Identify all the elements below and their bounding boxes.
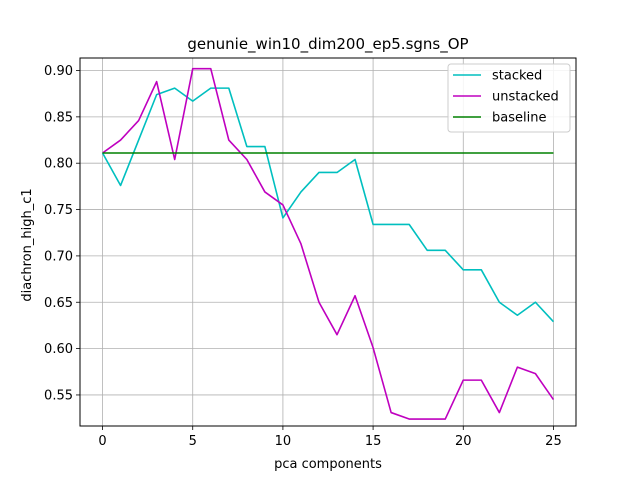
ticks-layer: 0 5 10 15 20 25 0.55 0.60 0.65 0.70 0.75 0.80 0.85 0.… <box>44 64 562 449</box>
y-tick-label: 0.85 <box>44 110 73 125</box>
x-tick-label: 5 <box>189 434 197 449</box>
series-layer <box>101 67 555 420</box>
y-tick-label: 0.65 <box>44 296 73 311</box>
y-tick-label: 0.55 <box>44 388 73 403</box>
y-tick-label: 0.75 <box>44 203 73 218</box>
legend-box <box>447 63 571 133</box>
x-tick-label: 25 <box>545 434 562 449</box>
y-tick-label: 0.90 <box>44 64 73 79</box>
x-tick-label: 20 <box>455 434 472 449</box>
chart-title: genunie_win10_dim200_ep5.sgns_OP <box>187 35 468 54</box>
x-tick-label: 10 <box>275 434 292 449</box>
x-axis-label: pca components <box>274 457 382 472</box>
series-line-unstacked <box>102 67 555 420</box>
series-line-stacked <box>101 87 555 323</box>
y-tick-label: 0.70 <box>44 249 73 264</box>
x-tick-label: 15 <box>365 434 382 449</box>
legend: stacked unstacked baseline <box>447 63 571 133</box>
legend-label-baseline: baseline <box>492 111 546 126</box>
plot-frame <box>79 57 577 427</box>
y-axis-label: diachron_high_c1 <box>20 188 35 301</box>
grid-layer <box>80 58 576 426</box>
legend-label-unstacked: unstacked <box>492 90 559 105</box>
y-tick-label: 0.60 <box>44 342 73 357</box>
y-tick-label: 0.80 <box>44 157 73 172</box>
x-tick-label: 0 <box>98 434 106 449</box>
legend-label-stacked: stacked <box>492 69 542 84</box>
